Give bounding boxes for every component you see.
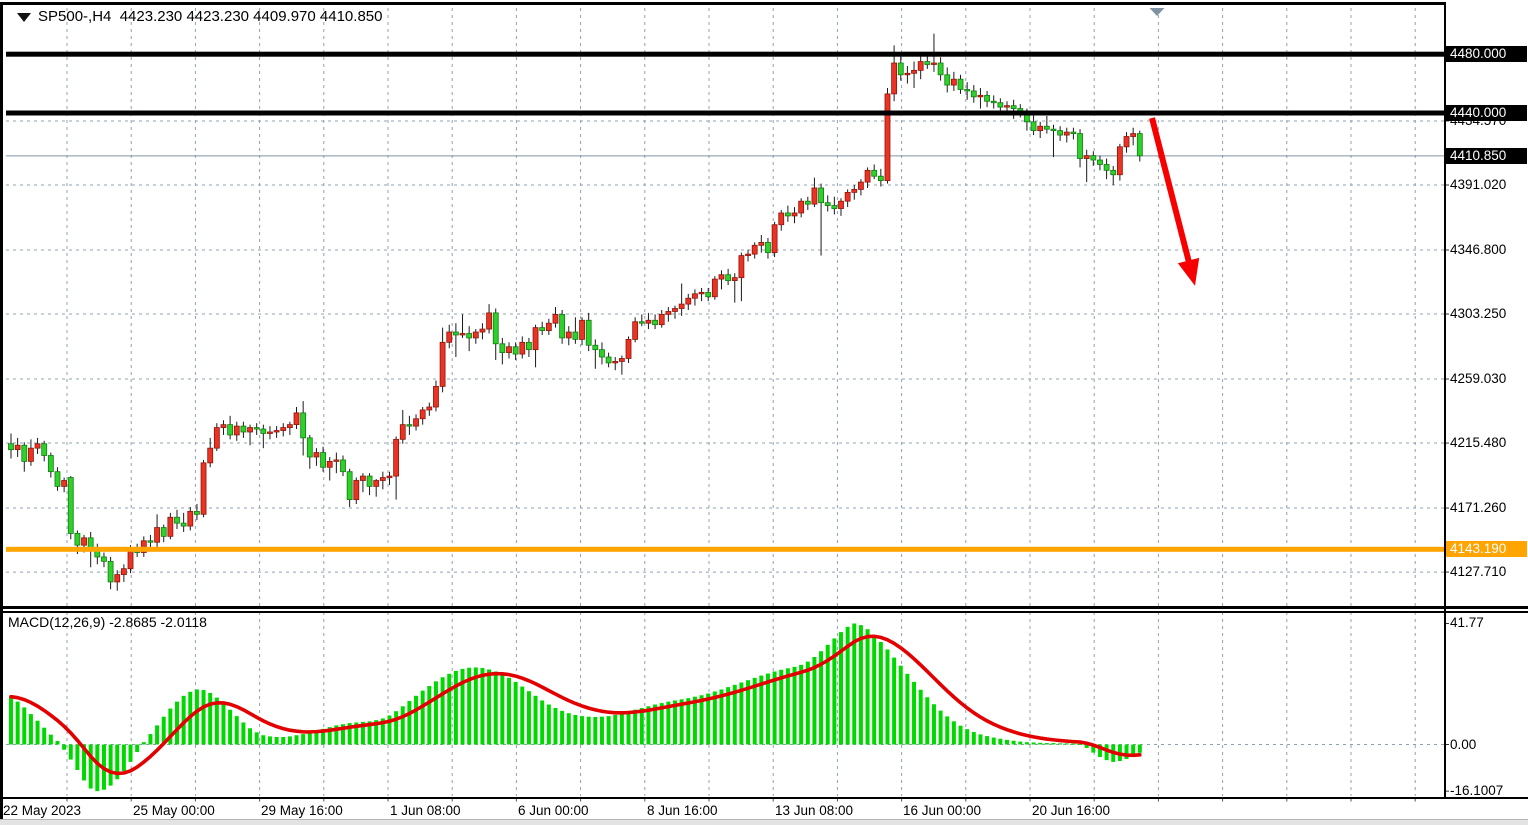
symbol-dropdown-icon[interactable] [17,13,31,22]
time-axis-label: 22 May 2023 [3,803,82,818]
time-axis[interactable] [0,798,1528,820]
top-border [0,2,1446,5]
price-axis-label: 4215.480 [1450,435,1507,451]
time-axis-label: 8 Jun 16:00 [647,803,718,818]
time-axis-label: 1 Jun 08:00 [390,803,461,818]
gridlines [6,8,1444,802]
macd-axis-label: 41.77 [1450,615,1484,631]
level-lines[interactable] [6,51,1444,552]
price-level-badge: 4480.000 [1446,46,1527,63]
macd-indicator-label: MACD(12,26,9) -2.8685 -2.0118 [8,614,207,630]
macd-signal [9,634,1142,776]
macd-axis-label: 0.00 [1450,736,1477,752]
time-axis-label: 29 May 16:00 [261,803,343,818]
time-axis-label: 13 Jun 08:00 [775,803,854,818]
panel-separator-b [0,611,1528,613]
panel-separator-a [0,606,1528,609]
macd-signal-line [9,634,1142,776]
price-axis-label: 4303.250 [1450,306,1507,322]
axis-separator [1444,2,1446,798]
resistance-line-4480 [6,51,1444,57]
support-line-orange [6,546,1444,552]
time-axis-label: 25 May 00:00 [133,803,215,818]
price-axis-label: 4259.030 [1450,371,1507,387]
price-axis-label: 4391.020 [1450,177,1507,192]
macd-axis-label: -16.1007 [1450,783,1504,799]
time-axis-label: 16 Jun 00:00 [903,803,982,818]
bottom-chart-border [0,797,1528,799]
price-axis-label: 4346.800 [1450,242,1507,257]
window-bottom-strip [0,819,1528,825]
left-border [0,2,3,819]
price-axis-label: 4127.710 [1450,564,1507,580]
time-axis-label: 20 Jun 16:00 [1032,803,1111,818]
chart-title-ohlc: SP500-,H4 4423.230 4423.230 4409.970 441… [38,8,383,25]
price-level-badge: 4410.850 [1446,147,1527,164]
candlesticks [8,33,1143,591]
trend-arrow-annotation[interactable] [1149,117,1200,286]
resistance-line-4440 [6,110,1444,116]
price-axis-label: 4171.260 [1450,500,1507,516]
scroll-to-end-marker[interactable] [1149,8,1165,16]
price-level-badge: 4440.000 [1446,104,1527,121]
macd-histogram [9,623,1142,792]
time-axis-label: 6 Jun 00:00 [518,803,589,818]
price-level-badge: 4143.190 [1446,541,1527,558]
